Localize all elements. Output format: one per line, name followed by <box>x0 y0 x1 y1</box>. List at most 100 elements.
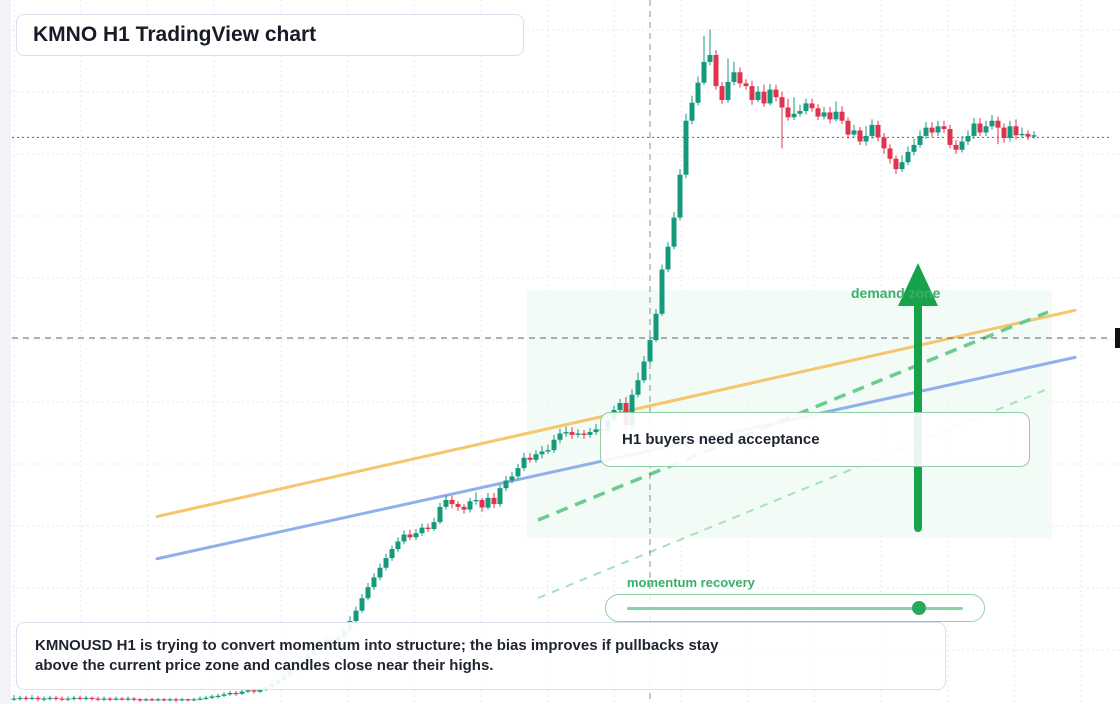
candle <box>533 450 539 463</box>
candle <box>143 697 149 702</box>
candle-body <box>701 61 707 83</box>
candle-body <box>815 108 821 117</box>
candle-body <box>617 403 623 410</box>
candle-body <box>563 432 569 434</box>
candle <box>641 356 647 383</box>
candle-body <box>671 217 677 247</box>
candle-body <box>1013 126 1019 136</box>
candle-body <box>71 697 77 700</box>
momentum-track <box>627 607 963 610</box>
candle-body <box>587 432 593 435</box>
candle-body <box>941 126 947 130</box>
candle <box>131 697 137 702</box>
candle-body <box>215 695 221 697</box>
candle <box>827 106 833 124</box>
candle-body <box>917 135 923 145</box>
candle-body <box>173 699 179 701</box>
candle <box>569 427 575 440</box>
candle-body <box>983 126 989 133</box>
candle-body <box>905 151 911 163</box>
analysis-summary-text: KMNOUSD H1 is trying to convert momentum… <box>35 637 719 674</box>
candle-body <box>137 699 143 701</box>
candle-body <box>41 698 47 700</box>
candle <box>203 695 209 700</box>
candle-body <box>689 102 695 121</box>
candle-body <box>203 697 209 700</box>
candle <box>431 517 437 532</box>
candle <box>689 95 695 125</box>
candle <box>731 61 737 86</box>
candle-body <box>965 135 971 142</box>
candle <box>917 130 923 148</box>
candle-body <box>107 698 113 700</box>
candle-body <box>827 112 833 120</box>
candle <box>413 529 419 541</box>
candle <box>167 697 173 702</box>
candle-body <box>11 698 17 700</box>
candle <box>797 104 803 117</box>
candle-body <box>755 91 761 100</box>
candle-body <box>485 497 491 508</box>
candle-body <box>455 504 461 507</box>
candle <box>959 135 965 153</box>
candle-body <box>1001 127 1007 139</box>
candle <box>155 697 161 702</box>
candle-body <box>143 699 149 701</box>
candle <box>1025 130 1031 141</box>
candle-body <box>401 534 407 542</box>
candle <box>35 695 41 702</box>
candle-body <box>581 433 587 435</box>
candle <box>401 530 407 545</box>
candle-body <box>65 698 71 700</box>
candle-body <box>923 127 929 136</box>
candle <box>107 697 113 702</box>
candle <box>473 492 479 505</box>
candle <box>1031 131 1037 139</box>
candle <box>923 122 929 139</box>
candle <box>665 241 671 273</box>
candle-body <box>869 124 875 136</box>
candle <box>929 122 935 137</box>
candle <box>995 116 1001 145</box>
candle-body <box>491 497 497 505</box>
candle <box>761 84 767 107</box>
candle-body <box>773 89 779 98</box>
candle-body <box>995 120 1001 128</box>
candle <box>185 698 191 702</box>
candle <box>509 471 515 484</box>
candle-body <box>713 54 719 87</box>
candle <box>875 120 881 142</box>
candle <box>29 695 35 700</box>
candle <box>743 79 749 90</box>
candle <box>233 690 239 696</box>
candle-body <box>47 697 53 700</box>
candle-body <box>23 697 29 700</box>
candle-body <box>371 577 377 588</box>
candle-body <box>1031 135 1037 137</box>
candle-body <box>893 158 899 170</box>
candle <box>869 119 875 139</box>
candle <box>575 429 581 438</box>
candle-body <box>479 499 485 508</box>
candle <box>23 695 29 701</box>
candle-body <box>1019 133 1025 136</box>
candle-body <box>431 522 437 529</box>
candle <box>377 563 383 581</box>
candle <box>101 696 107 702</box>
candle-body <box>791 113 797 118</box>
candle <box>239 689 245 696</box>
candle <box>65 696 71 702</box>
candle-body <box>569 432 575 435</box>
candle <box>815 104 821 121</box>
candle-body <box>695 82 701 103</box>
candle <box>449 495 455 509</box>
candle <box>881 133 887 154</box>
candle <box>47 695 53 701</box>
candle <box>671 212 677 250</box>
candle-body <box>245 690 251 692</box>
demand-zone-label: demand zone <box>851 285 941 301</box>
candle-body <box>545 450 551 452</box>
candle-body <box>497 488 503 505</box>
candle <box>809 98 815 112</box>
candle-body <box>149 699 155 701</box>
